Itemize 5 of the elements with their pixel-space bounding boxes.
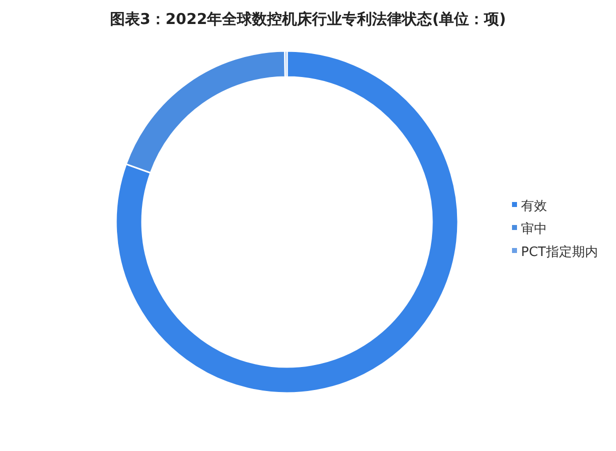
chart-title: 图表3：2022年全球数控机床行业专利法律状态(单位：项) — [110, 10, 506, 28]
legend-label: 有效 — [521, 199, 547, 214]
legend-label: PCT指定期内 — [521, 245, 598, 260]
donut-slice — [115, 50, 459, 394]
legend-label: 审中 — [521, 221, 547, 237]
